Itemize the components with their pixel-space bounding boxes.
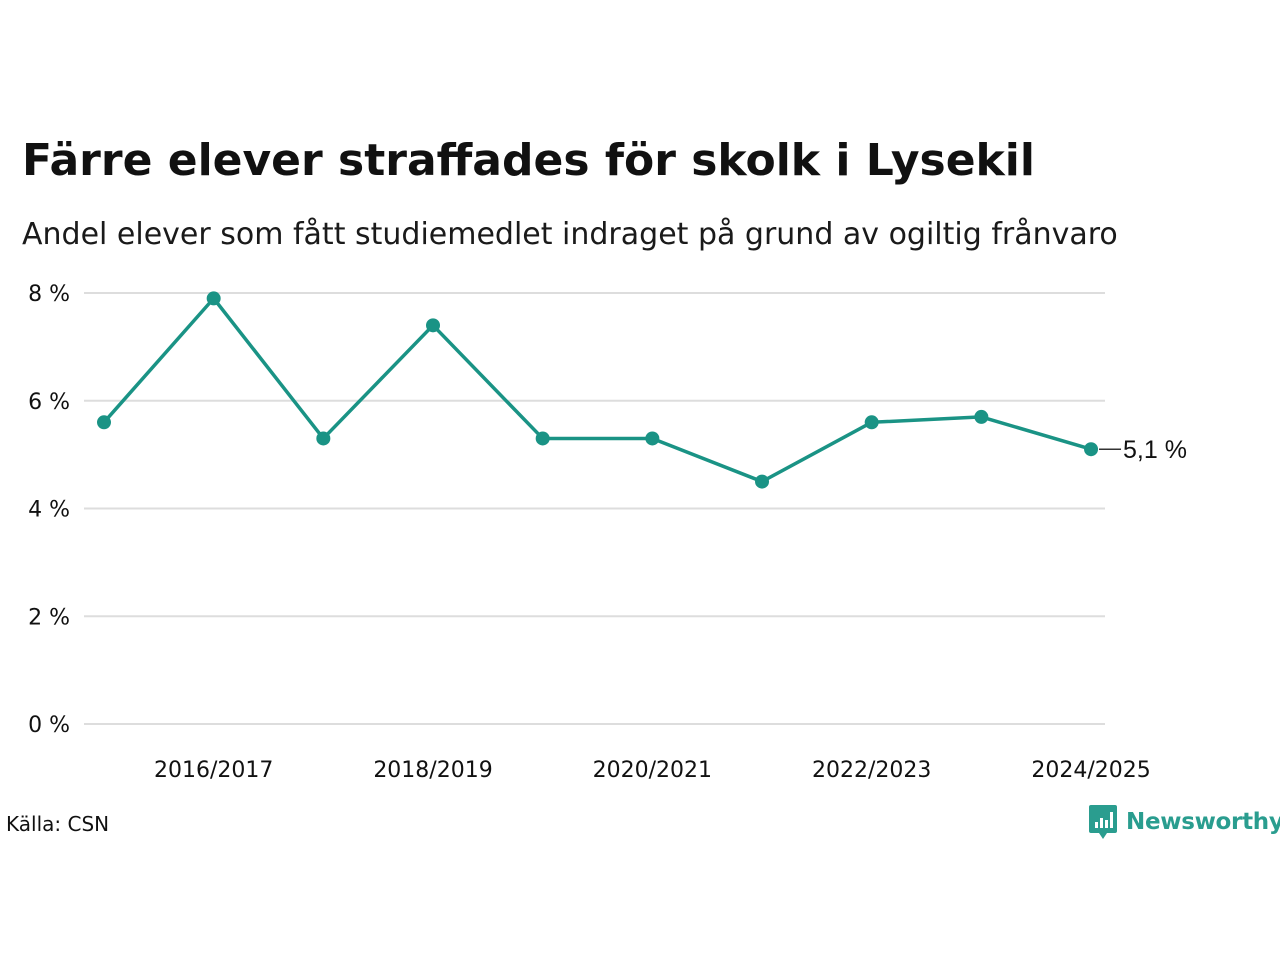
data-point bbox=[97, 415, 111, 430]
x-tick-label: 2016/2017 bbox=[154, 758, 273, 783]
y-tick-label: 4 % bbox=[28, 498, 70, 523]
newsworthy-logo-icon bbox=[1089, 805, 1117, 839]
chart-subtitle: Andel elever som fått studiemedlet indra… bbox=[22, 217, 1118, 252]
series-line bbox=[102, 296, 1093, 484]
source-note: Källa: CSN bbox=[6, 812, 110, 836]
x-tick-label: 2024/2025 bbox=[1031, 758, 1150, 783]
data-point bbox=[864, 415, 879, 430]
data-point bbox=[316, 431, 331, 446]
y-tick-label: 2 % bbox=[28, 605, 70, 630]
y-tick-label: 0 % bbox=[28, 713, 70, 738]
x-tick-label: 2022/2023 bbox=[812, 758, 931, 783]
chart-title: Färre elever straffades för skolk i Lyse… bbox=[22, 135, 1035, 186]
y-tick-label: 6 % bbox=[28, 390, 70, 415]
data-point bbox=[535, 431, 550, 446]
data-point bbox=[974, 409, 989, 424]
data-point bbox=[206, 291, 221, 306]
data-point bbox=[755, 474, 770, 489]
data-point bbox=[1084, 442, 1099, 457]
data-point bbox=[645, 431, 660, 446]
x-tick-label: 2020/2021 bbox=[593, 758, 712, 783]
newsworthy-logo: Newsworthy bbox=[1088, 804, 1280, 840]
last-value-label: 5,1 % bbox=[1123, 436, 1187, 464]
y-tick-label: 8 % bbox=[28, 282, 70, 307]
x-tick-label: 2018/2019 bbox=[373, 758, 492, 783]
newsworthy-logo-text: Newsworthy bbox=[1126, 809, 1280, 835]
data-point bbox=[426, 318, 441, 333]
